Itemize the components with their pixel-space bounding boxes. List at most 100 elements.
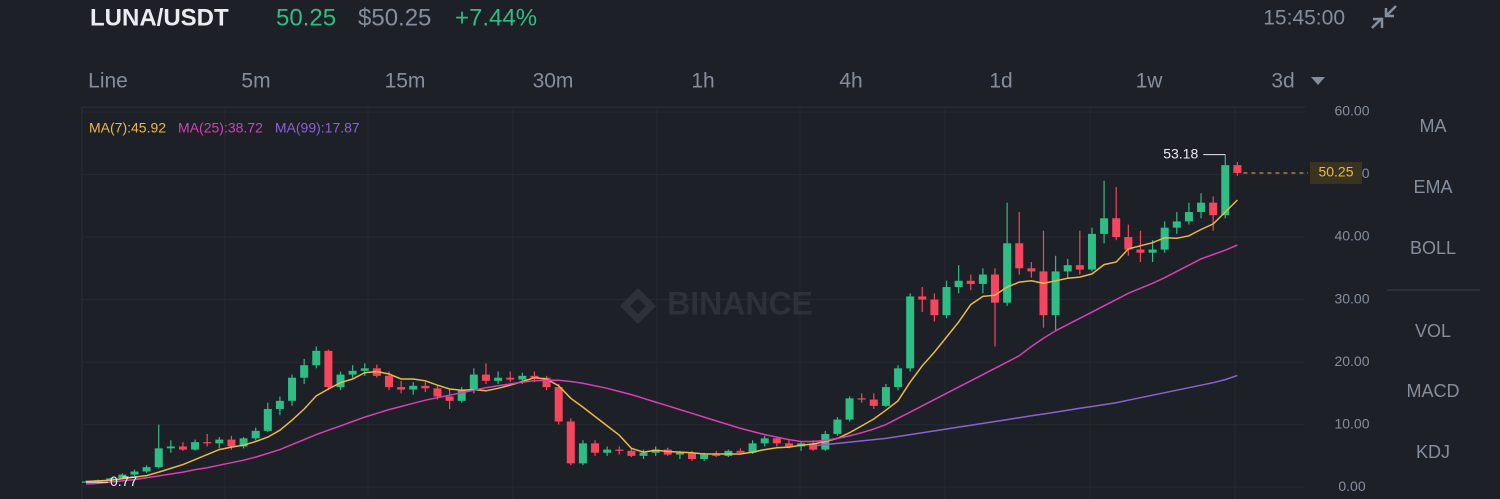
candle-body — [991, 274, 999, 303]
candle-body — [1209, 202, 1218, 216]
ma-legend: MA(25):38.72 — [178, 120, 263, 136]
candle-body — [1027, 268, 1036, 272]
collapse-icon[interactable] — [1371, 5, 1397, 29]
interval-tab[interactable]: 3d — [1271, 70, 1294, 93]
y-tick-label: 30.00 — [1334, 290, 1369, 306]
candle-body — [554, 387, 563, 422]
interval-tab[interactable]: 4h — [839, 70, 862, 93]
ma-line — [813, 374, 1238, 447]
last-price-label: 50.25 — [1318, 164, 1353, 180]
watermark-logo — [620, 288, 656, 324]
interval-tab[interactable]: 15m — [385, 70, 426, 93]
candle-body — [591, 443, 600, 453]
candle-body — [457, 390, 466, 401]
candle-body — [942, 287, 951, 316]
candle-body — [906, 296, 915, 369]
indicator-tab[interactable]: VOL — [1415, 321, 1451, 341]
y-tick-label: 0.00 — [1338, 478, 1365, 494]
candle-body — [688, 452, 696, 459]
candle-body — [1051, 271, 1060, 316]
indicator-tab[interactable]: MA — [1420, 116, 1447, 136]
candle-body — [930, 299, 939, 316]
candle-body — [1148, 249, 1157, 253]
candle-body — [312, 350, 321, 366]
candle-body — [1087, 233, 1096, 270]
candle-body — [1003, 243, 1012, 303]
candle-body — [385, 375, 393, 388]
price: 50.25 — [276, 4, 336, 31]
candle-body — [700, 454, 709, 459]
candle-body — [445, 396, 454, 401]
interval-tab[interactable]: Line — [88, 70, 128, 93]
candle-body — [918, 296, 927, 300]
candle-body — [506, 377, 515, 380]
candle-body — [954, 280, 963, 288]
candle-body — [542, 377, 551, 388]
candle-body — [397, 387, 406, 390]
last-price-box — [1310, 161, 1362, 184]
ma-line — [85, 199, 1238, 483]
candle-body — [191, 442, 200, 450]
pair: LUNA/USDT — [90, 4, 229, 31]
candle-body — [566, 421, 575, 464]
candle-body — [530, 375, 539, 378]
low-label: 0.77 — [110, 473, 137, 489]
candle-body — [772, 438, 781, 444]
candle-body — [215, 439, 224, 444]
candle-body — [760, 438, 769, 444]
candle-body — [784, 443, 793, 447]
indicator-tab[interactable]: BOLL — [1410, 238, 1456, 258]
candle-body — [263, 408, 272, 431]
candle-body — [275, 400, 284, 409]
candle-body — [1124, 237, 1133, 250]
ma-legend: MA(99):17.87 — [275, 120, 360, 136]
ma-legend: MA(7):45.92 — [89, 120, 166, 136]
candle-body — [966, 280, 975, 284]
candle-body — [833, 419, 842, 434]
candle-body — [1075, 265, 1084, 270]
candle-body — [518, 375, 527, 380]
candle-body — [1197, 202, 1206, 213]
candle-body — [166, 446, 175, 449]
candle-body — [748, 443, 757, 453]
indicator-tab[interactable]: KDJ — [1416, 442, 1450, 462]
candle-body — [469, 374, 478, 391]
interval-tab[interactable]: 5m — [241, 70, 270, 93]
interval-tab[interactable]: 1d — [989, 70, 1012, 93]
candle-body — [239, 438, 248, 447]
candle-body — [360, 368, 369, 371]
candle-body — [1136, 249, 1145, 253]
candle-body — [639, 452, 648, 456]
candle-body — [1039, 271, 1048, 316]
indicator-tab[interactable]: EMA — [1413, 177, 1452, 197]
dropdown-arrow[interactable] — [1311, 77, 1325, 85]
interval-tab[interactable]: 1w — [1136, 70, 1164, 93]
candle-body — [1172, 221, 1181, 228]
candle-body — [1112, 218, 1121, 238]
candle-body — [348, 370, 357, 375]
interval-tab[interactable]: 1h — [691, 70, 714, 93]
candle-body — [481, 374, 490, 381]
candle-body — [421, 385, 430, 389]
candle-body — [336, 374, 345, 388]
candle-body — [651, 449, 660, 453]
candle-body — [227, 439, 236, 447]
interval-tab[interactable]: 30m — [533, 70, 574, 93]
indicator-tab[interactable]: MACD — [1407, 381, 1460, 401]
y-tick-label: 40.00 — [1334, 228, 1369, 244]
time: 15:45:00 — [1263, 7, 1345, 30]
candle-body — [712, 454, 721, 456]
candle-body — [857, 398, 866, 400]
candle-body — [106, 478, 115, 481]
candle-body — [736, 450, 745, 453]
candle-body — [978, 274, 987, 284]
candle-body — [1221, 165, 1230, 216]
candle-body — [300, 365, 309, 378]
y-tick-label: 10.00 — [1334, 415, 1369, 431]
y-tick-label: 60.00 — [1334, 103, 1369, 119]
candle-body — [154, 448, 163, 468]
high-label: 53.18 — [1163, 145, 1198, 161]
change: +7.44% — [455, 4, 537, 31]
